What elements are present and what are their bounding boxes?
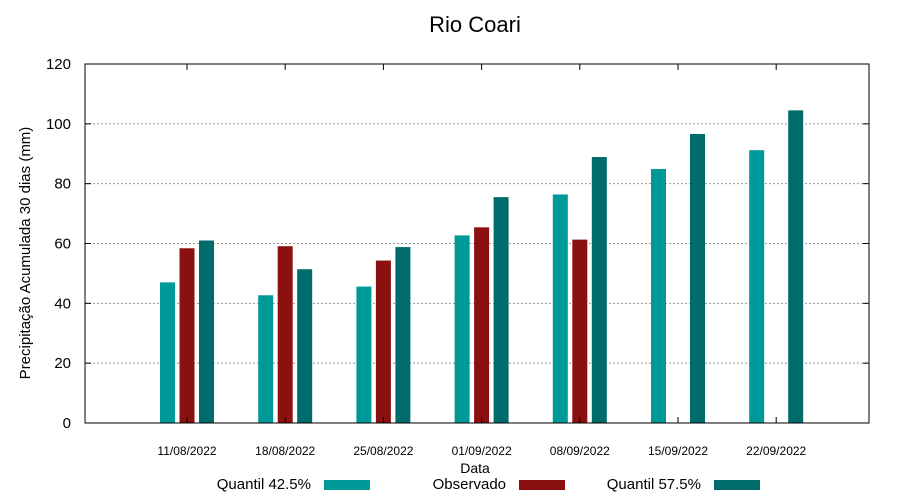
- x-tick-label: 11/08/2022: [157, 444, 216, 458]
- bar-3-6: [690, 134, 705, 423]
- x-tick-label: 18/08/2022: [255, 444, 315, 458]
- x-axis: 11/08/2022 18/08/2022 25/08/2022 01/09/2022…: [157, 64, 807, 458]
- y-tick-label: 80: [54, 176, 71, 193]
- bar-1-1: [160, 282, 175, 423]
- legend-swatch: [714, 480, 760, 490]
- x-tick-label: 25/08/2022: [353, 444, 413, 458]
- y-tick-label: 100: [46, 116, 71, 133]
- bar-3-5: [591, 157, 607, 423]
- legend-label: Quantil 57.5%: [607, 476, 701, 493]
- bar-2-4: [474, 227, 490, 423]
- legend-swatch: [519, 480, 565, 490]
- y-tick-label: 0: [63, 415, 71, 432]
- legend: Quantil 42.5% Observado Quantil 57.5%: [217, 476, 760, 493]
- bars: [160, 110, 804, 423]
- legend-label: Quantil 42.5%: [217, 476, 311, 493]
- chart-title: Rio Coari: [429, 12, 521, 37]
- x-tick-label: 15/09/2022: [648, 444, 708, 458]
- bar-1-5: [552, 194, 568, 423]
- bar-3-1: [199, 240, 214, 423]
- y-tick-label: 60: [54, 236, 71, 253]
- bar-1-6: [651, 169, 666, 423]
- x-tick-label: 22/09/2022: [746, 444, 806, 458]
- bar-2-2: [277, 246, 293, 423]
- bar-3-4: [493, 197, 509, 423]
- x-tick-label: 08/09/2022: [550, 444, 610, 458]
- x-axis-label: Data: [460, 460, 490, 476]
- bar-2-1: [179, 248, 195, 423]
- legend-label: Observado: [433, 476, 506, 493]
- y-tick-label: 40: [54, 295, 71, 312]
- legend-swatch: [324, 480, 370, 490]
- bar-2-3: [375, 260, 391, 423]
- bar-1-2: [258, 295, 274, 423]
- bar-1-7: [749, 150, 765, 423]
- y-tick-label: 20: [54, 355, 71, 372]
- bar-3-2: [297, 269, 313, 423]
- y-tick-label: 120: [46, 56, 71, 73]
- x-tick-label: 01/09/2022: [452, 444, 512, 458]
- bar-3-7: [788, 110, 804, 423]
- bar-3-3: [395, 247, 411, 423]
- bar-1-4: [454, 235, 470, 423]
- y-axis-label: Precipitação Acumulada 30 dias (mm): [17, 127, 34, 380]
- plot-frame: [84, 63, 870, 424]
- bar-2-5: [572, 239, 588, 423]
- bar-1-3: [356, 286, 372, 423]
- y-axis: 0 20 40 60 80 100 120: [46, 56, 869, 432]
